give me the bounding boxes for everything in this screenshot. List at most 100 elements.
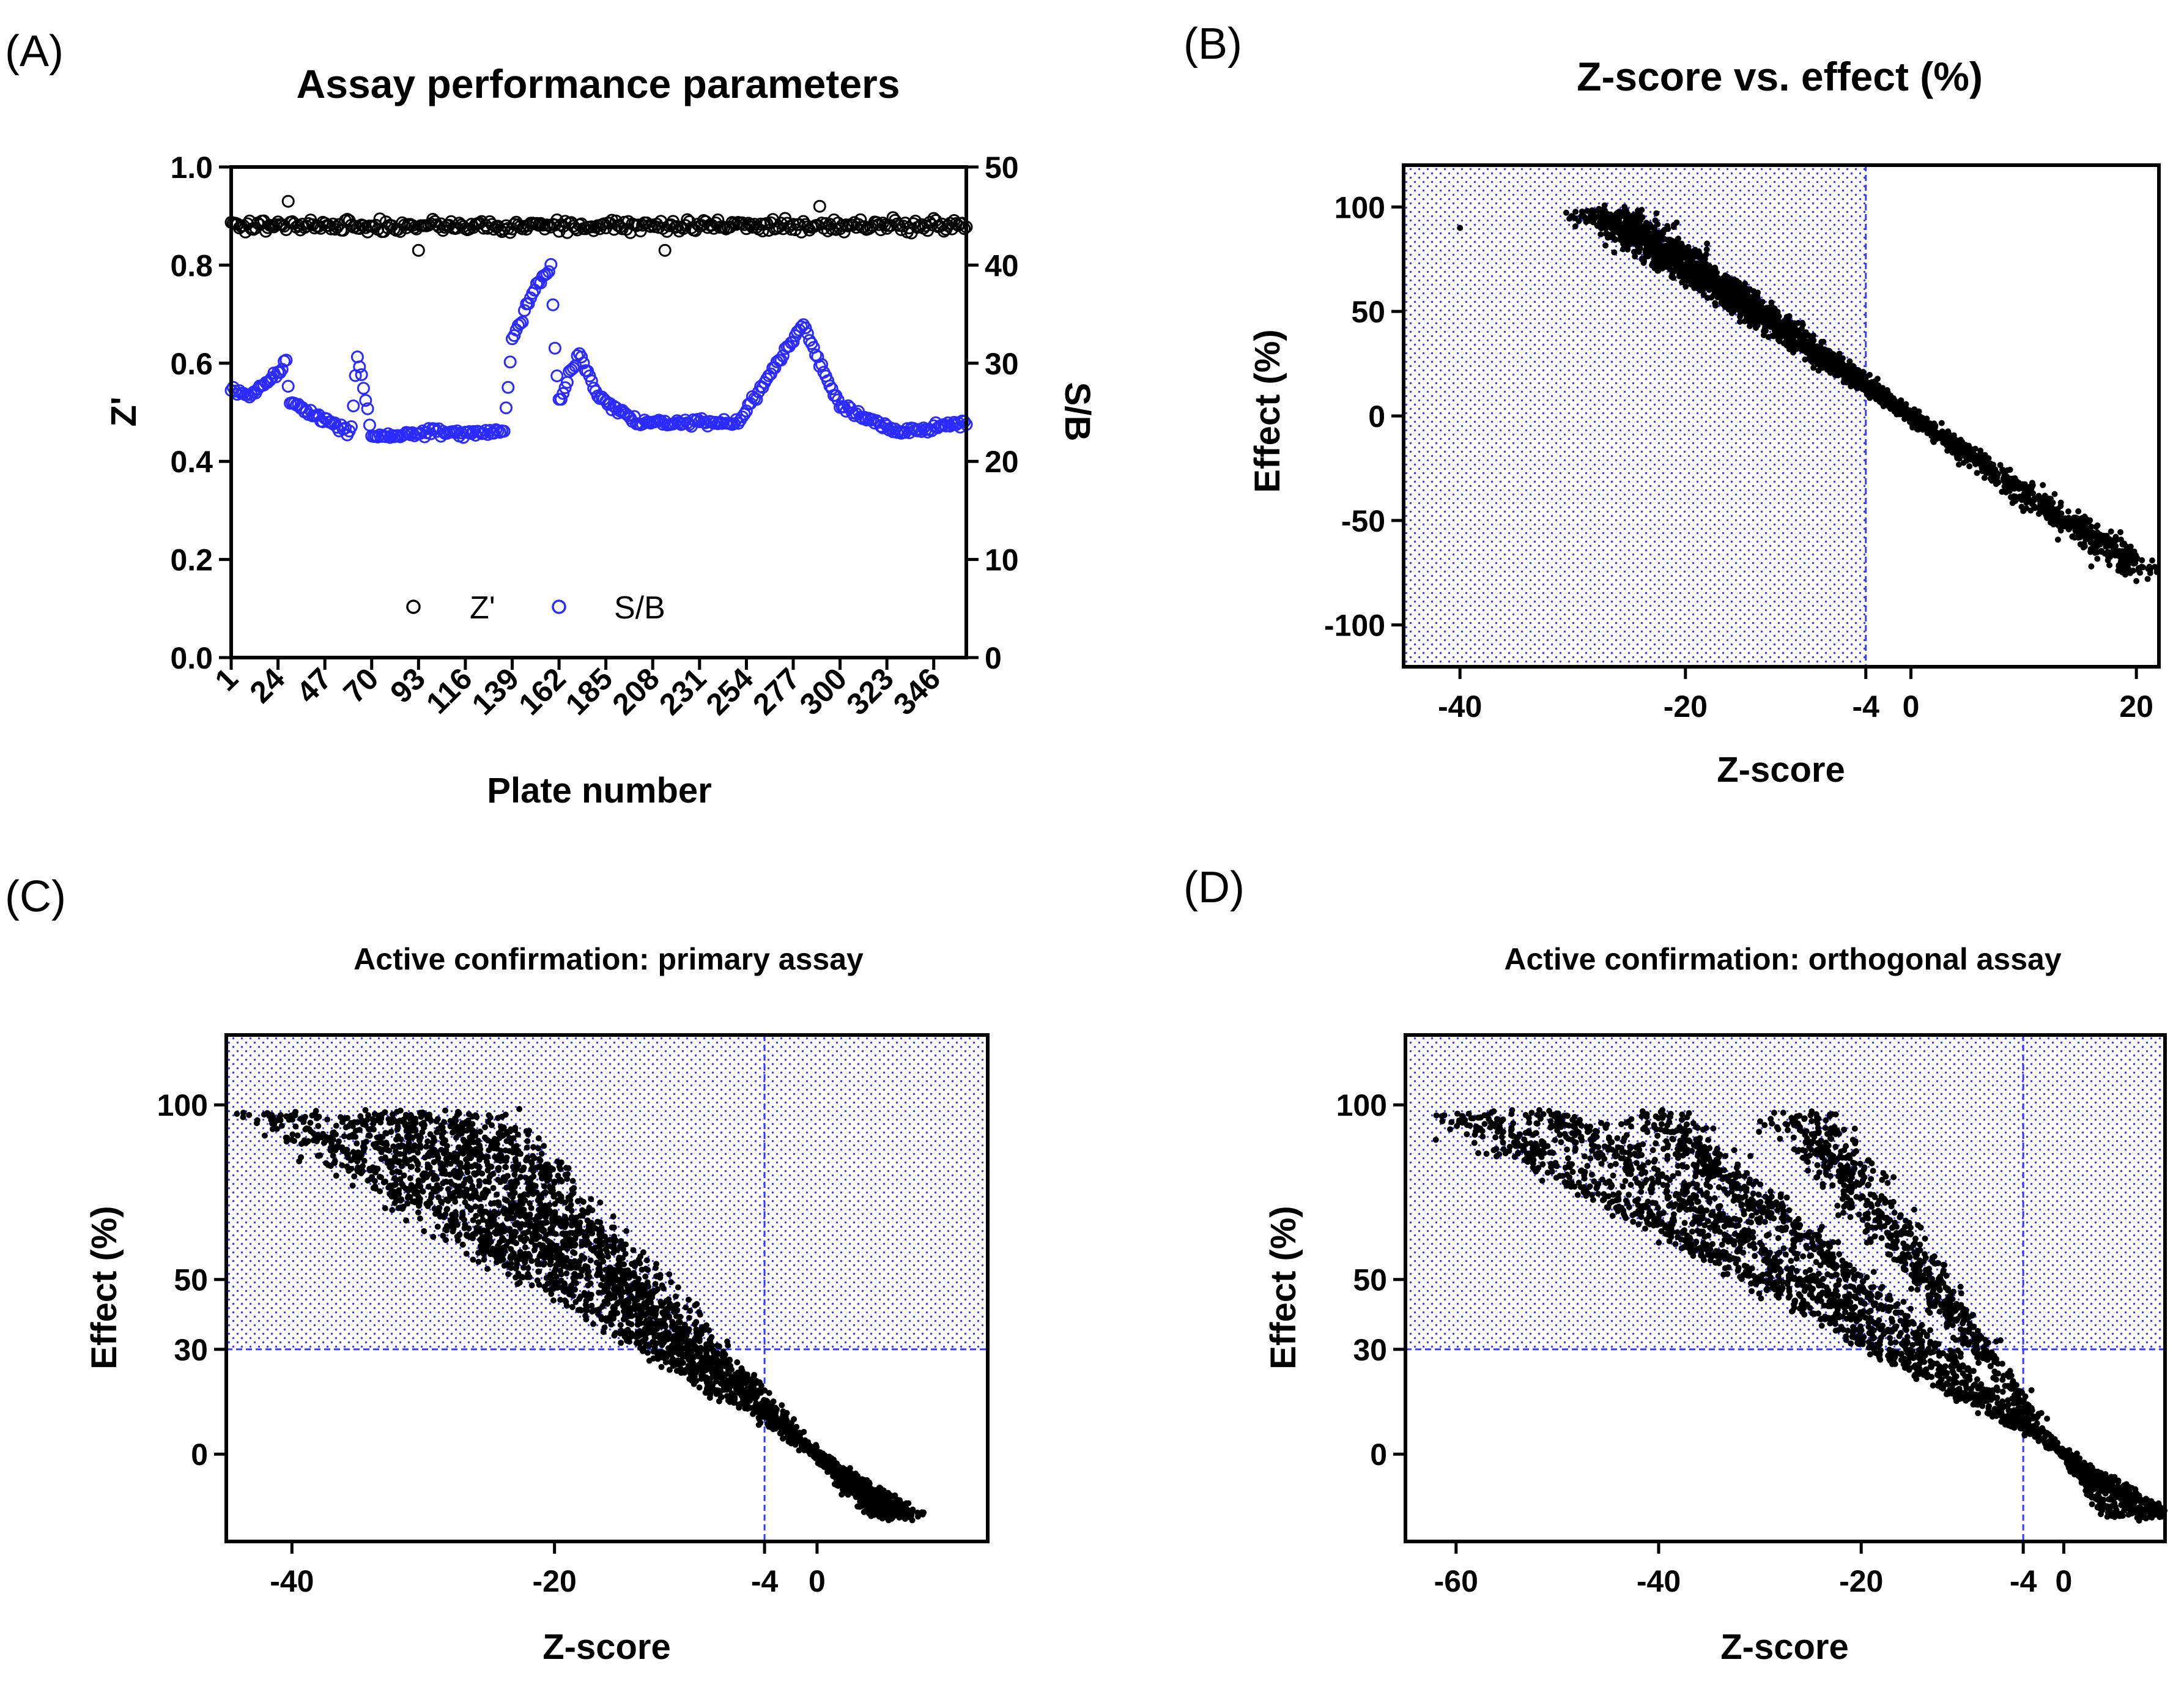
- data-point: [1708, 294, 1715, 301]
- sb-point: [518, 304, 531, 317]
- sb-point: [503, 355, 517, 369]
- data-point: [1633, 240, 1640, 247]
- data-point: [424, 1203, 431, 1209]
- data-point: [1791, 321, 1797, 327]
- data-point: [2094, 555, 2101, 562]
- sb-point: [750, 393, 763, 406]
- data-point: [1981, 475, 1988, 481]
- data-point: [2053, 510, 2060, 517]
- data-point: [2087, 546, 2094, 552]
- data-point: [536, 1268, 542, 1275]
- zprime-point: [886, 211, 900, 224]
- sb-point: [263, 374, 276, 387]
- data-point: [1648, 245, 1654, 252]
- panel-letter-d: (D): [1183, 863, 1245, 912]
- data-point: [261, 1132, 268, 1139]
- sb-point: [359, 394, 372, 407]
- data-point: [502, 1111, 509, 1118]
- data-point: [569, 1178, 576, 1184]
- data-point: [1638, 231, 1645, 237]
- chart-b-xlabel: Z-score: [1717, 750, 1845, 790]
- data-point: [1768, 308, 1774, 315]
- chart-b-ylabel: Effect (%): [1248, 329, 1287, 492]
- data-point: [1809, 359, 1816, 365]
- data-point: [1774, 310, 1780, 317]
- data-point: [1994, 474, 2001, 481]
- data-point: [1685, 243, 1692, 250]
- data-point: [1966, 463, 1973, 470]
- data-point: [1704, 240, 1711, 247]
- y-tick-label: -50: [1341, 504, 1385, 538]
- sb-point: [363, 418, 376, 432]
- data-point: [2030, 490, 2037, 497]
- data-point: [1846, 358, 1853, 365]
- data-point: [1682, 283, 1689, 290]
- data-point: [701, 1327, 708, 1333]
- data-point: [1879, 386, 1885, 393]
- data-point: [2147, 566, 2153, 573]
- data-point: [424, 1138, 431, 1145]
- sb-point: [548, 341, 561, 355]
- data-point: [494, 1210, 500, 1217]
- data-point: [431, 1159, 437, 1165]
- data-point: [2038, 508, 2045, 515]
- data-point: [617, 1322, 624, 1329]
- sb-point: [355, 368, 368, 381]
- data-point: [1799, 319, 1805, 326]
- sb-point: [554, 393, 568, 406]
- data-point: [2101, 550, 2108, 557]
- data-point: [1753, 324, 1760, 330]
- chart-a-xlabel: Plate number: [487, 771, 711, 810]
- data-point: [421, 1228, 428, 1234]
- data-point: [2021, 481, 2028, 488]
- data-point: [1668, 243, 1675, 250]
- data-point: [1862, 375, 1869, 382]
- data-point: [482, 1124, 488, 1130]
- data-point: [1597, 231, 1604, 238]
- data-point: [2080, 544, 2087, 551]
- data-point: [1783, 342, 1790, 349]
- data-point: [598, 1225, 605, 1231]
- y-right-tick-label: 50: [985, 150, 1019, 185]
- legend-marker-zprime: [406, 599, 421, 614]
- data-point: [2031, 497, 2037, 503]
- sb-point: [491, 424, 505, 437]
- sb-point: [799, 321, 812, 335]
- data-point: [1909, 422, 1916, 428]
- y-tick-label: 50: [1351, 295, 1385, 329]
- data-point: [652, 1281, 659, 1288]
- data-point: [2131, 548, 2138, 555]
- x-tick-label: 231: [653, 661, 713, 722]
- data-point: [2075, 508, 2082, 514]
- data-point: [2111, 549, 2118, 555]
- y-right-tick-label: 30: [985, 347, 1019, 381]
- data-point: [1827, 365, 1834, 372]
- data-point: [1725, 306, 1732, 313]
- data-point: [2144, 576, 2151, 582]
- data-point: [1881, 399, 1887, 406]
- x-tick-label: 185: [559, 661, 620, 722]
- chart-c-title: Active confirmation: primary assay: [354, 942, 864, 976]
- panel-letter-a: (A): [5, 27, 64, 76]
- data-point: [1677, 244, 1684, 251]
- data-point: [1673, 239, 1679, 245]
- data-point: [1949, 442, 1955, 448]
- data-point: [2094, 522, 2101, 529]
- zprime-point: [958, 222, 971, 236]
- data-point: [445, 1186, 451, 1192]
- data-point: [1664, 223, 1671, 229]
- data-point: [1842, 368, 1849, 375]
- x-tick-label: 139: [465, 661, 526, 722]
- sb-point: [281, 380, 295, 393]
- data-point: [2065, 508, 2071, 515]
- data-point: [462, 1176, 469, 1183]
- data-point: [1682, 250, 1689, 256]
- data-point: [1809, 339, 1816, 346]
- data-point: [1697, 285, 1703, 292]
- data-point: [1972, 461, 1979, 467]
- data-point: [1572, 223, 1579, 230]
- x-tick-label: -20: [1664, 689, 1708, 724]
- data-point: [2051, 491, 2058, 497]
- data-point: [1796, 333, 1803, 340]
